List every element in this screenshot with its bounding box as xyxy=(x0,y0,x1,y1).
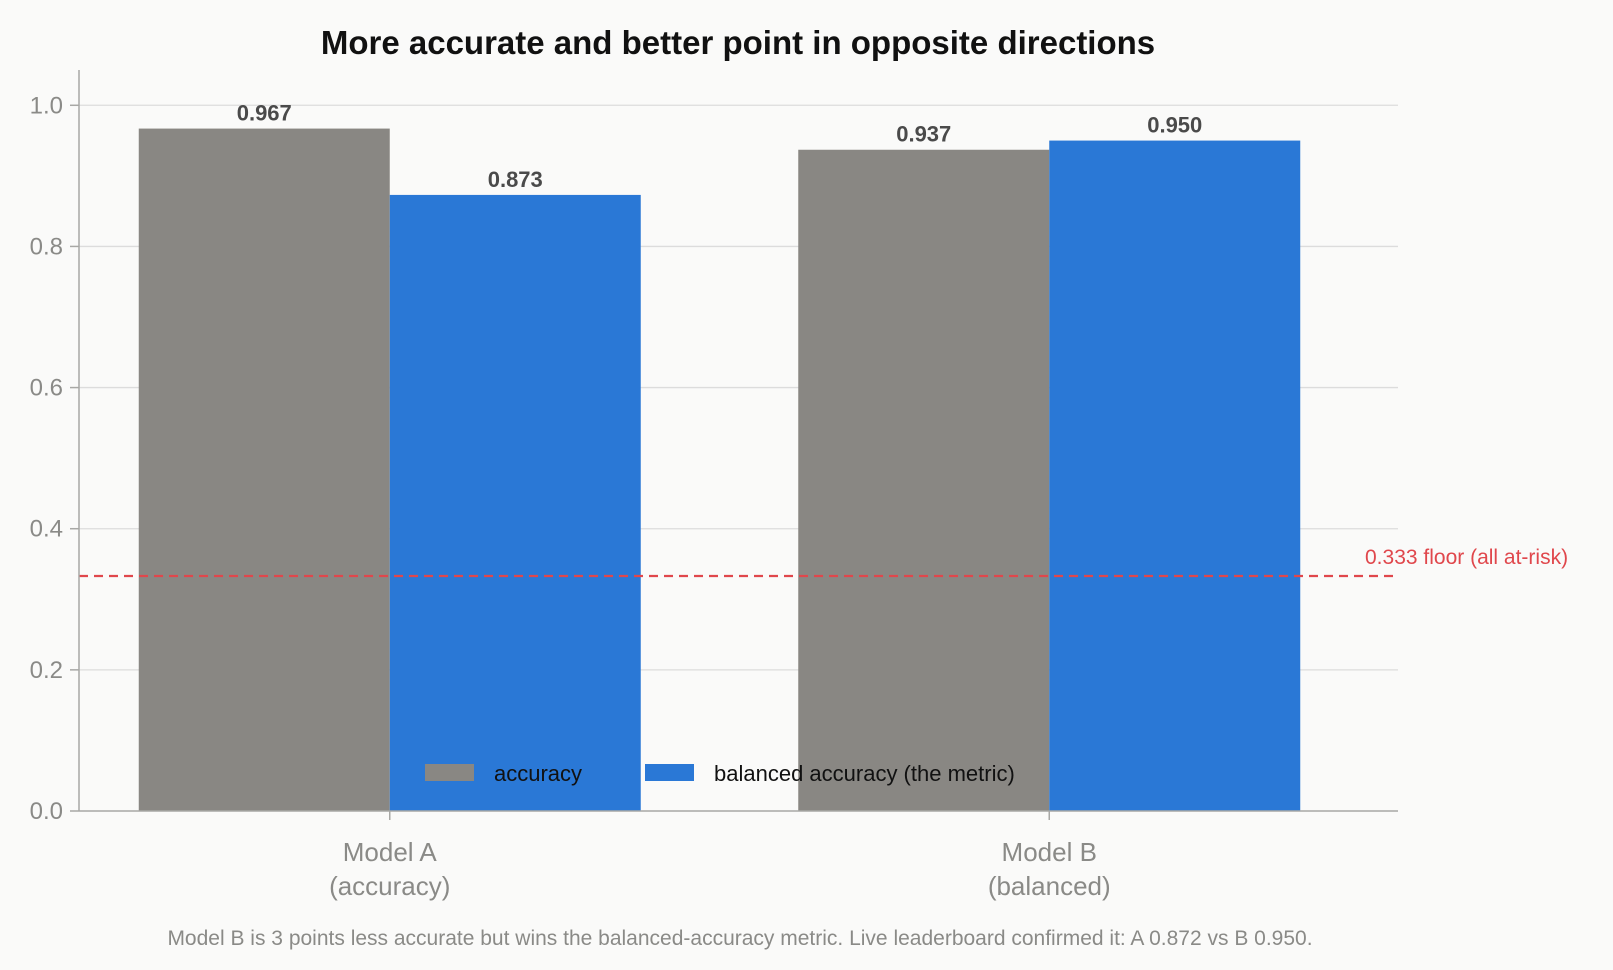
legend-label-0: accuracy xyxy=(494,761,582,786)
bar-0-0 xyxy=(138,128,390,811)
y-tick-label: 1.0 xyxy=(30,92,63,119)
x-tick-label: (accuracy) xyxy=(329,871,450,901)
data-label: 0.873 xyxy=(488,167,543,192)
bar-1-1 xyxy=(1049,140,1301,812)
footnote: Model B is 3 points less accurate but wi… xyxy=(167,927,1312,950)
y-tick-label: 0.0 xyxy=(30,798,63,825)
legend: accuracy balanced accuracy (the metric) xyxy=(425,761,1015,786)
y-tick-label: 0.2 xyxy=(30,657,63,684)
y-tick-label: 0.8 xyxy=(30,233,63,260)
x-tick-label: (balanced) xyxy=(988,871,1111,901)
reference-line-label: 0.333 floor (all at-risk) xyxy=(1365,546,1568,569)
bar-1-0 xyxy=(798,149,1050,811)
y-tick-label: 0.4 xyxy=(30,516,63,543)
legend-label-1: balanced accuracy (the metric) xyxy=(714,761,1015,786)
data-label: 0.950 xyxy=(1147,113,1202,138)
legend-swatch-1 xyxy=(645,764,694,781)
x-tick-label: Model B xyxy=(1002,837,1097,867)
data-label: 0.937 xyxy=(896,122,951,147)
data-label: 0.967 xyxy=(237,101,292,126)
axes-layer: 0.0 0.2 0.4 0.6 0.8 1.0 Model A (accuracy) Model… xyxy=(30,70,1398,901)
y-tick-label: 0.6 xyxy=(30,375,63,402)
legend-swatch-0 xyxy=(425,764,474,781)
x-tick-label: Model A xyxy=(343,837,438,867)
data-labels-layer: 0.967 0.873 0.937 0.950 xyxy=(237,101,1203,192)
reference-line-layer: 0.333 floor (all at-risk) xyxy=(79,546,1568,578)
chart-title: More accurate and better point in opposi… xyxy=(321,24,1155,61)
bar-0-1 xyxy=(389,194,641,811)
bars-layer xyxy=(138,128,1301,812)
